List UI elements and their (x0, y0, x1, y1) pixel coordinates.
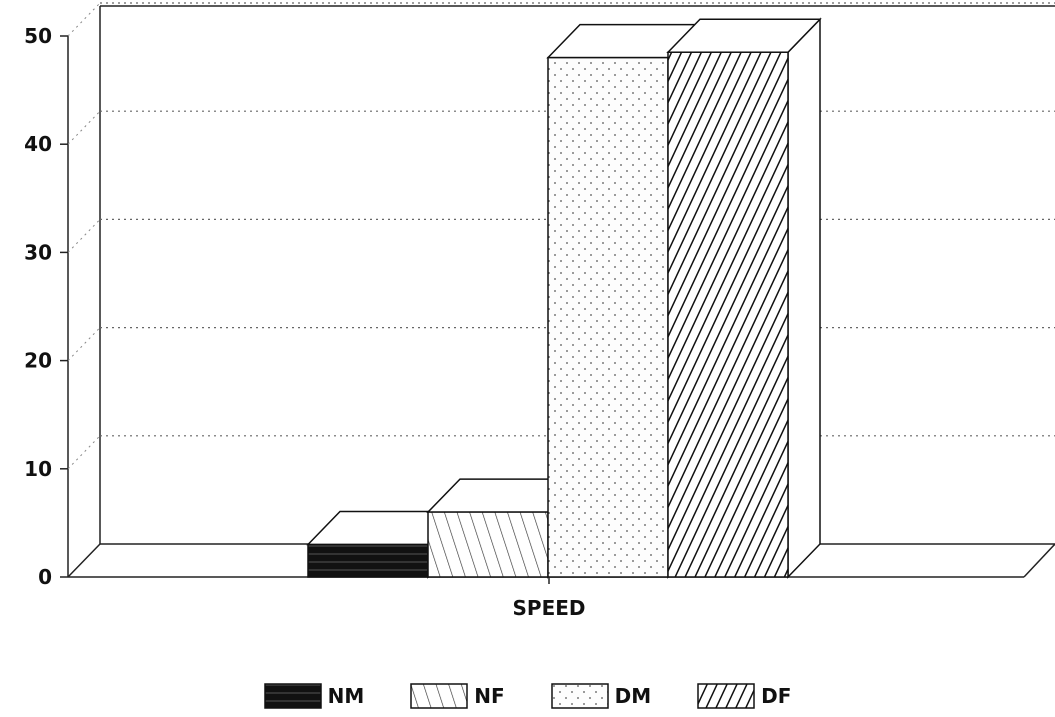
legend-swatch-nf (410, 683, 468, 709)
legend: NM NF DM DF (0, 676, 1055, 716)
bar-front-nf (427, 511, 549, 578)
gridlines (67, 2, 1055, 470)
x-category-label: SPEED (513, 596, 586, 620)
legend-swatch-df (697, 683, 755, 709)
legend-item-nf: NF (410, 683, 505, 709)
gridline-side (67, 2, 101, 37)
legend-label-nf: NF (474, 684, 505, 708)
gridline-side (67, 219, 101, 253)
bar-front-dm (547, 56, 669, 578)
y-axis-ticks: 0 10 20 30 40 50 (24, 24, 68, 589)
legend-item-df: DF (697, 683, 791, 709)
y-tick-label: 0 (38, 565, 52, 589)
y-tick-label: 30 (24, 240, 52, 264)
y-tick-label: 50 (24, 24, 52, 48)
legend-item-nm: NM (263, 683, 365, 709)
legend-label-dm: DM (614, 684, 652, 708)
gridline-side (67, 435, 101, 470)
legend-label-df: DF (761, 684, 792, 708)
bar-chart: 0 10 20 30 40 50 SPEED (24, 2, 1055, 620)
bar-side-df (787, 17, 821, 579)
legend-label-nm: NM (327, 684, 365, 708)
bar-df (666, 17, 822, 579)
y-tick-label: 40 (24, 132, 52, 156)
gridline-side (67, 327, 101, 361)
bar-front-nm (307, 543, 429, 578)
bar-front-df (667, 51, 789, 578)
legend-swatch-nm (263, 683, 322, 709)
gridline-side (67, 110, 101, 145)
legend-swatch-dm (550, 683, 609, 709)
legend-item-dm: DM (550, 683, 652, 709)
bars (306, 17, 822, 579)
y-tick-label: 20 (24, 349, 52, 373)
y-tick-label: 10 (24, 457, 52, 481)
